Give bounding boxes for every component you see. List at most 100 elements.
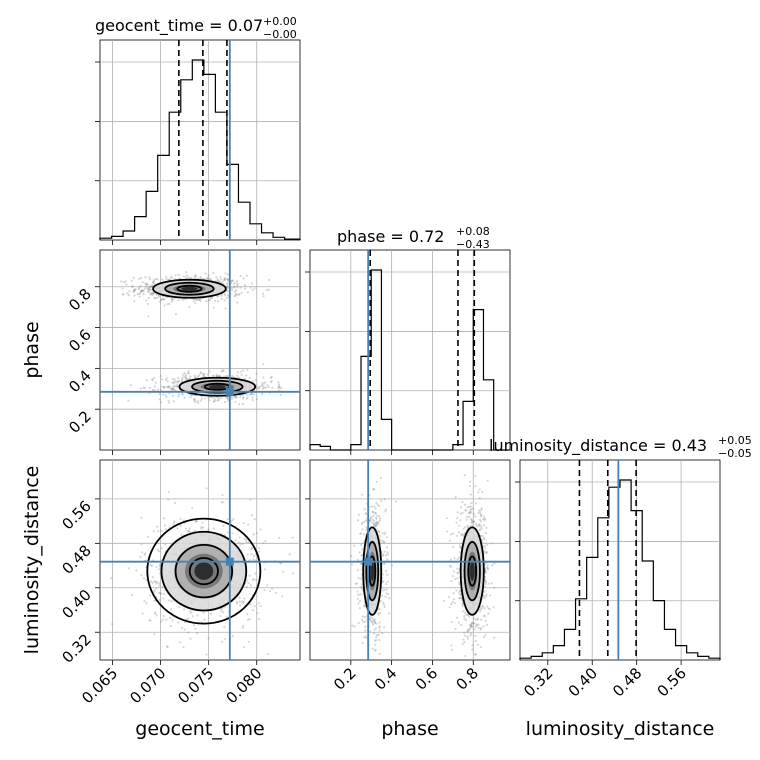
sample-point xyxy=(361,615,365,618)
sample-point xyxy=(270,380,273,383)
sample-point xyxy=(190,394,193,397)
ytick-label-luminosity_distance-0: 0.32 xyxy=(58,630,94,666)
sample-point xyxy=(159,388,162,392)
ytick-label-phase-3: 0.8 xyxy=(65,285,95,315)
sample-point xyxy=(255,385,258,388)
sample-point xyxy=(196,632,199,635)
sample-point xyxy=(242,277,245,280)
sample-point xyxy=(181,376,184,379)
sample-point xyxy=(243,597,246,600)
sample-point xyxy=(483,590,486,593)
sample-point xyxy=(199,275,202,278)
sample-point xyxy=(241,394,244,397)
sample-point xyxy=(486,566,490,570)
sample-point xyxy=(156,388,160,391)
sample-point xyxy=(224,277,227,280)
sample-point xyxy=(361,553,364,556)
sample-point xyxy=(173,501,177,505)
sample-point xyxy=(147,290,150,293)
contour-1-2 xyxy=(459,526,485,616)
sample-point xyxy=(483,551,486,554)
sample-point xyxy=(266,584,269,587)
hist-step-geocent_time xyxy=(99,59,301,240)
sample-point xyxy=(386,573,389,576)
sample-point xyxy=(111,622,114,626)
sample-point xyxy=(463,503,467,506)
sample-point xyxy=(381,531,384,535)
sample-point xyxy=(382,626,386,629)
sample-point xyxy=(359,593,362,596)
sample-point xyxy=(479,520,483,523)
sample-point xyxy=(358,551,361,554)
sample-point xyxy=(375,516,378,519)
sample-point xyxy=(158,568,161,571)
xlabel-geocent-time: geocent_time xyxy=(135,718,264,740)
sample-point xyxy=(142,292,145,296)
sample-point xyxy=(479,514,483,518)
sample-point xyxy=(169,616,172,620)
sample-point xyxy=(478,518,481,521)
sample-point xyxy=(243,537,247,541)
sample-point xyxy=(451,532,455,535)
xtick-label-geocent_time-3: 0.080 xyxy=(222,664,265,707)
sample-point xyxy=(199,372,202,375)
sample-point xyxy=(477,658,480,660)
sample-point xyxy=(377,633,380,636)
sample-point xyxy=(478,523,481,526)
sample-point xyxy=(482,625,485,628)
sample-point xyxy=(183,608,186,611)
sample-point xyxy=(361,528,364,531)
sample-point xyxy=(246,613,249,616)
sample-point xyxy=(127,567,130,570)
sample-point xyxy=(217,398,220,401)
sample-point xyxy=(384,554,388,557)
sample-point xyxy=(469,511,472,514)
sample-point xyxy=(450,565,453,568)
sample-point xyxy=(194,302,197,305)
sample-point xyxy=(147,287,150,291)
sample-point xyxy=(195,519,198,522)
sample-point xyxy=(184,276,188,279)
sample-point xyxy=(267,288,271,291)
sample-point xyxy=(371,518,374,521)
sample-point xyxy=(186,371,190,374)
sample-point xyxy=(219,278,223,281)
sample-point xyxy=(236,279,239,283)
sample-point xyxy=(452,598,456,601)
title-geocent-time-sup: +0.00 xyxy=(263,15,297,28)
sample-point xyxy=(167,385,170,388)
sample-point xyxy=(147,315,150,318)
sample-point xyxy=(462,527,465,530)
sample-point xyxy=(187,276,191,279)
sample-point xyxy=(171,385,175,388)
sample-point xyxy=(239,370,242,373)
sample-point xyxy=(232,282,235,286)
sample-point xyxy=(181,393,184,396)
sample-point xyxy=(363,636,366,639)
sample-point xyxy=(169,607,173,611)
contour-1-1 xyxy=(463,541,481,602)
sample-point xyxy=(271,587,274,590)
sample-point xyxy=(277,387,280,390)
sample-point xyxy=(383,603,386,606)
sample-point xyxy=(241,402,244,406)
sample-point xyxy=(384,582,388,586)
sample-point xyxy=(246,618,250,621)
sample-point xyxy=(484,580,488,584)
sample-point xyxy=(155,587,158,590)
sample-point xyxy=(193,397,196,400)
sample-point xyxy=(373,618,376,621)
sample-point xyxy=(142,386,145,389)
sample-point xyxy=(129,384,132,387)
sample-point xyxy=(160,385,164,388)
sample-point xyxy=(163,385,166,388)
sample-point xyxy=(191,506,194,509)
sample-point xyxy=(140,289,143,293)
sample-point xyxy=(155,293,158,297)
sample-point xyxy=(474,485,477,488)
sample-point xyxy=(153,389,156,392)
sample-point xyxy=(236,282,239,286)
sample-point xyxy=(234,292,237,295)
title-phase: phase = 0.72 xyxy=(337,227,444,246)
sample-point xyxy=(471,625,474,628)
